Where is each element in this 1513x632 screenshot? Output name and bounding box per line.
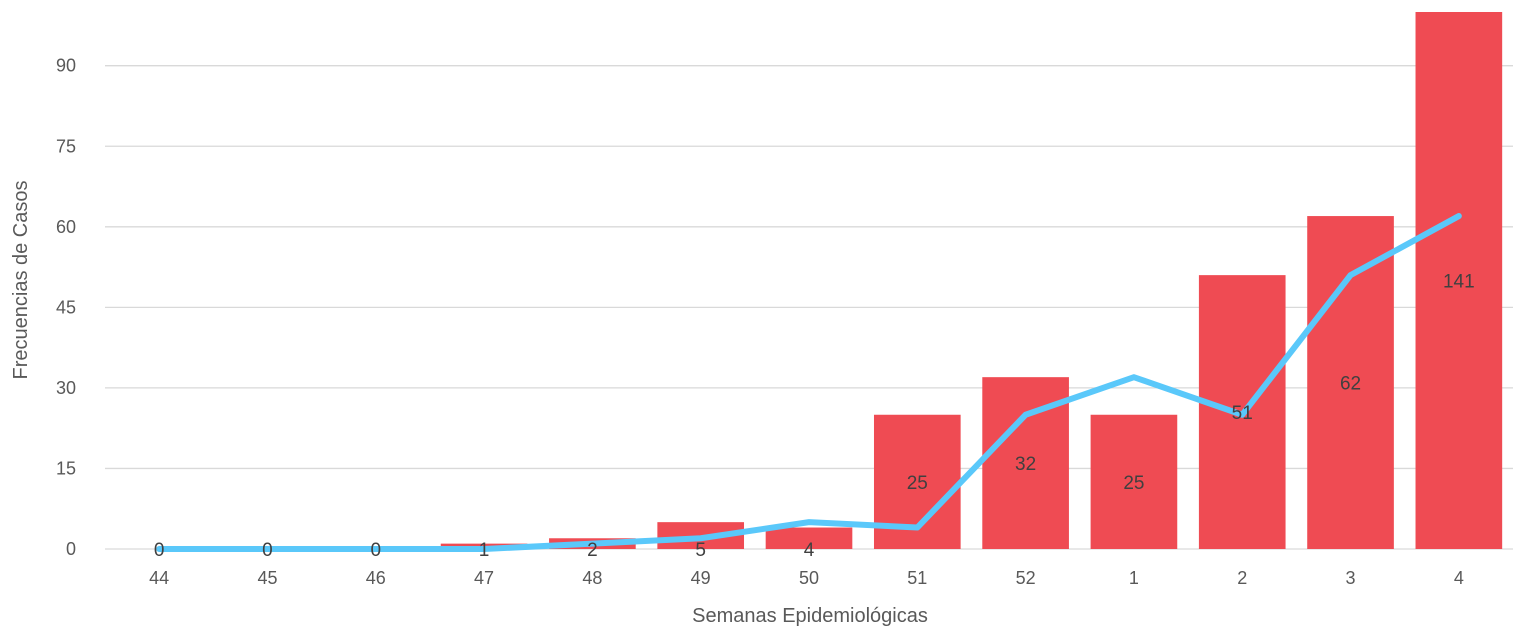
x-tick-label: 48 [582, 568, 602, 588]
y-tick-label: 60 [56, 217, 76, 237]
x-tick-label: 51 [907, 568, 927, 588]
bar [1307, 216, 1394, 549]
x-tick-label: 44 [149, 568, 169, 588]
y-tick-label: 75 [56, 136, 76, 156]
x-tick-label: 45 [257, 568, 277, 588]
x-tick-label: 49 [691, 568, 711, 588]
x-tick-label: 50 [799, 568, 819, 588]
data-label: 1 [479, 540, 490, 561]
x-tick-label: 3 [1346, 568, 1356, 588]
data-label: 62 [1340, 374, 1361, 395]
y-tick-label: 15 [56, 458, 76, 478]
y-tick-label: 45 [56, 297, 76, 317]
trend-line [156, 213, 1462, 552]
data-label: 4 [804, 540, 815, 561]
x-tick-label: 47 [474, 568, 494, 588]
data-label: 141 [1443, 272, 1475, 293]
bar [1415, 12, 1503, 549]
x-axis-title: Semanas Epidemiológicas [692, 605, 928, 627]
x-tick-label: 1 [1129, 568, 1139, 588]
bar [765, 527, 853, 549]
x-axis-ticks: 44 45 46 47 48 49 50 51 52 1 2 3 4 [149, 568, 1464, 588]
data-label: 2 [587, 540, 598, 561]
x-tick-label: 52 [1016, 568, 1036, 588]
y-axis-ticks: 0 15 30 45 60 75 90 [56, 56, 76, 559]
bar [1090, 414, 1178, 549]
y-tick-label: 30 [56, 378, 76, 398]
x-tick-label: 46 [366, 568, 386, 588]
y-tick-label: 0 [66, 539, 76, 559]
data-label: 0 [262, 540, 273, 561]
data-label: 0 [370, 540, 381, 561]
data-label: 5 [695, 540, 706, 561]
data-label: 51 [1232, 403, 1253, 424]
x-tick-label: 4 [1454, 568, 1464, 588]
data-label: 25 [907, 473, 928, 494]
data-label: 25 [1123, 473, 1144, 494]
gridlines [105, 65, 1513, 550]
line-series [156, 213, 1462, 552]
data-label: 32 [1015, 454, 1036, 475]
y-axis-title: Frecuencias de Casos [10, 181, 32, 380]
x-tick-label: 2 [1237, 568, 1247, 588]
data-label: 0 [154, 540, 165, 561]
y-tick-label: 90 [56, 56, 76, 76]
